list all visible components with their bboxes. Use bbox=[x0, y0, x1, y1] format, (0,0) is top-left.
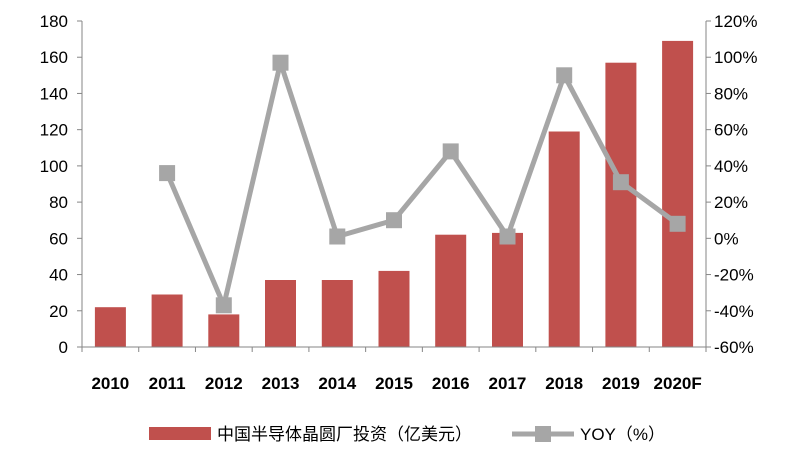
yoy-point-2018 bbox=[556, 67, 573, 84]
yoy-point-2020F bbox=[669, 215, 686, 232]
legend-line-marker bbox=[535, 426, 551, 442]
yoy-point-2015 bbox=[386, 212, 402, 229]
x-tick-label: 2013 bbox=[262, 374, 300, 393]
line-layer bbox=[159, 54, 686, 314]
y-left-tick-label: 120 bbox=[40, 121, 68, 140]
bar-2020F bbox=[662, 40, 694, 348]
x-tick-label: 2020F bbox=[654, 374, 702, 393]
x-tick-label: 2010 bbox=[91, 374, 129, 393]
yoy-point-2017 bbox=[499, 228, 516, 245]
x-tick-label: 2019 bbox=[602, 374, 640, 393]
bar-2018 bbox=[548, 131, 580, 347]
bar-2019 bbox=[605, 62, 637, 347]
y-right-tick-label: 120% bbox=[714, 12, 757, 31]
y-right-tick-label: -20% bbox=[714, 266, 754, 285]
y-left-tick-label: 60 bbox=[49, 229, 68, 248]
y-left-tick-label: 160 bbox=[40, 48, 68, 67]
y-left-tick-label: 100 bbox=[40, 157, 68, 176]
x-tick-label: 2014 bbox=[318, 374, 356, 393]
legend-line-label: YOY（%） bbox=[580, 425, 665, 444]
y-right-tick-label: -60% bbox=[714, 338, 754, 357]
y-right-tick-label: 40% bbox=[714, 157, 748, 176]
yoy-point-2014 bbox=[329, 228, 346, 245]
yoy-point-2012 bbox=[215, 297, 232, 314]
labels-layer: 0 20 40 60 80 100 120 140 160 180 -60% -40% -20% 0% 20… bbox=[40, 12, 758, 393]
y-right-tick-label: 0% bbox=[714, 229, 739, 248]
y-left-tick-label: 20 bbox=[49, 302, 68, 321]
bar-2017 bbox=[492, 232, 523, 347]
bar-2011 bbox=[151, 294, 183, 347]
legend-bar-swatch bbox=[149, 427, 211, 440]
x-tick-label: 2015 bbox=[375, 374, 413, 393]
yoy-point-2013 bbox=[272, 54, 289, 71]
bars-layer bbox=[94, 40, 694, 348]
x-tick-label: 2018 bbox=[545, 374, 583, 393]
y-left-tick-label: 0 bbox=[59, 338, 68, 357]
y-left-tick-label: 80 bbox=[49, 193, 68, 212]
x-tick-label: 2011 bbox=[149, 374, 186, 393]
axes-layer bbox=[77, 20, 711, 352]
yoy-line bbox=[164, 60, 680, 308]
x-tick-label: 2017 bbox=[489, 374, 527, 393]
bar-2015 bbox=[378, 270, 410, 347]
y-right-tick-label: 60% bbox=[714, 121, 748, 140]
bar-2014 bbox=[321, 280, 353, 347]
yoy-point-2016 bbox=[442, 143, 459, 160]
bar-2010 bbox=[94, 307, 126, 347]
legend: 中国半导体晶圆厂投资（亿美元） YOY（%） bbox=[149, 425, 665, 444]
y-right-tick-label: 20% bbox=[714, 193, 748, 212]
y-left-tick-label: 140 bbox=[40, 84, 68, 103]
legend-bar-label: 中国半导体晶圆厂投资（亿美元） bbox=[217, 425, 472, 444]
y-right-tick-label: 100% bbox=[714, 48, 757, 67]
x-tick-label: 2012 bbox=[205, 374, 243, 393]
y-left-tick-label: 40 bbox=[49, 266, 68, 285]
bar-2012 bbox=[208, 314, 240, 347]
x-tick-label: 2016 bbox=[432, 374, 470, 393]
bar-2016 bbox=[435, 234, 467, 347]
y-right-tick-label: 80% bbox=[714, 84, 748, 103]
yoy-point-2019 bbox=[612, 174, 629, 191]
y-left-tick-label: 180 bbox=[40, 12, 68, 31]
bar-2013 bbox=[265, 280, 296, 347]
yoy-point-2011 bbox=[159, 165, 176, 182]
y-right-tick-label: -40% bbox=[714, 302, 754, 321]
